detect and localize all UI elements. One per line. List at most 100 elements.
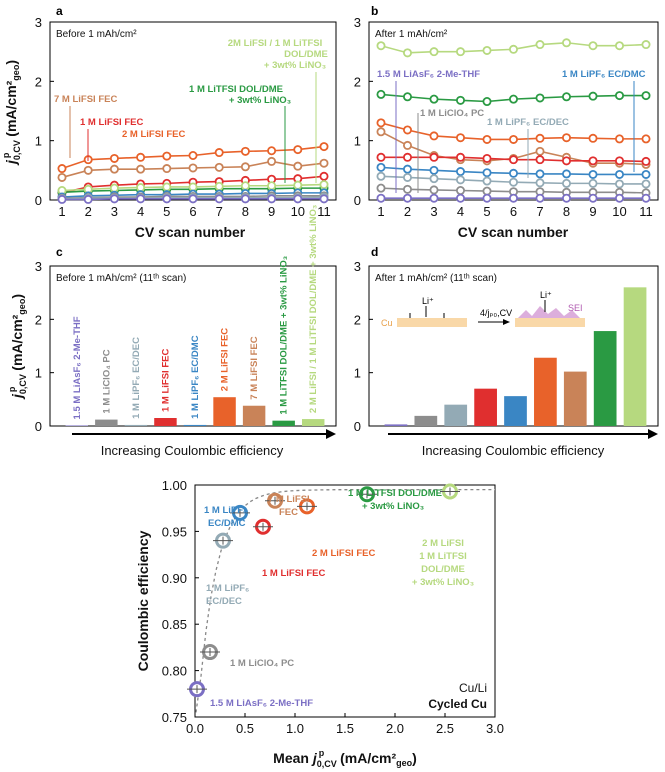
ylabel-unit-sq: ² — [3, 80, 19, 85]
pb-series-point — [429, 193, 439, 203]
pb-series-point — [402, 140, 412, 150]
pd-ytick-label: 1 — [354, 366, 361, 381]
pa-series-point — [83, 165, 93, 175]
ylabel-j: j — [3, 159, 19, 166]
pc-bar — [183, 424, 207, 426]
pb-series-point — [508, 134, 518, 144]
pb-series-point — [402, 164, 412, 174]
pb-series-point — [482, 168, 492, 178]
panel-e-points — [187, 483, 460, 698]
pc-bar — [95, 419, 118, 426]
pc-bar — [154, 418, 177, 426]
pb-series-point — [429, 131, 439, 141]
pd-ytick-label: 3 — [354, 259, 361, 274]
c-ylabel-geo: geo — [17, 298, 27, 315]
pa-series-point — [240, 181, 250, 191]
pc-category-label: 1 M LiPF₆ EC/DMC — [190, 335, 201, 419]
pe-xtick-label: 0.0 — [186, 721, 204, 736]
pa-series-point — [83, 194, 93, 204]
pc-category-label: 1.5 M LiAsF₆ 2-Me-THF — [72, 316, 83, 419]
pd-bar — [593, 331, 617, 426]
pa-series-point — [57, 172, 67, 182]
pe-ytick-label: 1.00 — [162, 478, 187, 493]
schematic-process-arrowhead — [503, 319, 510, 325]
pb-series-point — [429, 185, 439, 195]
label-lipf6-dec-2: EC/DEC — [206, 596, 242, 607]
pb-series-point — [376, 41, 386, 51]
pb-series-point — [376, 127, 386, 137]
pa-series-point — [319, 142, 329, 152]
pb-xtick-label: 9 — [589, 204, 596, 219]
pb-xtick-label: 1 — [377, 204, 384, 219]
annot-lias: 1.5 M LiAsF₆ 2-Me-THF — [377, 69, 480, 80]
pb-series-point — [376, 118, 386, 128]
pd-bar — [414, 415, 438, 426]
pa-xtick-label: 2 — [85, 204, 92, 219]
panel-d-inset-label: After 1 mAh/cm² (11ᵗʰ scan) — [375, 273, 497, 284]
panel-d-arrowhead — [648, 429, 658, 439]
pb-series-point — [482, 97, 492, 107]
pb-series-point — [508, 193, 518, 203]
pc-bar — [213, 397, 236, 426]
pe-ytick-label: 0.80 — [162, 664, 187, 679]
panel-c: c Before 1 mAh/cm² (11ᵗʰ scan) 0 1 2 3 1.5 … — [7, 205, 337, 458]
e-xlabel-j: j — [311, 750, 318, 766]
pb-series-point — [376, 89, 386, 99]
pe-xtick-label: 0.5 — [236, 721, 254, 736]
pb-series-point — [535, 93, 545, 103]
pa-series-point — [214, 194, 224, 204]
pb-series-point — [402, 172, 412, 182]
ylabel-unit-geo: geo — [11, 64, 21, 81]
c-ylabel-unit: (mA/cm — [9, 319, 25, 374]
schematic-sei-label: SEI — [568, 303, 583, 313]
pa-xtick-label: 5 — [163, 204, 170, 219]
deposition-schematic: Cu Li⁺ 4/jₚ₀,CV Li⁺ SEI — [381, 290, 585, 328]
panel-a-lines — [57, 142, 329, 204]
pb-series-point — [429, 165, 439, 175]
panel-a-xlabel: CV scan number — [135, 224, 246, 240]
pb-series-point — [615, 91, 625, 101]
pa-xtick-label: 6 — [189, 204, 196, 219]
pb-ytick-label: 3 — [354, 15, 361, 30]
pb-ytick-label: 0 — [354, 193, 361, 208]
ylabel-unit: (mA/cm — [3, 85, 19, 140]
pc-category-label: 1 M LiClO₄ PC — [101, 349, 112, 413]
pe-ytick-label: 0.90 — [162, 571, 187, 586]
pc-ytick-label: 3 — [35, 259, 42, 274]
pb-series-point — [455, 175, 465, 185]
pb-ytick-label: 2 — [354, 74, 361, 89]
annot-7m-lifsi: 7 M LiFSI FEC — [54, 94, 117, 105]
pb-series-point — [402, 193, 412, 203]
pb-series-point — [535, 193, 545, 203]
pb-series-point — [455, 133, 465, 143]
c-ylabel-sup: p — [7, 386, 17, 392]
pa-series-point — [267, 146, 277, 156]
pa-series-point — [319, 180, 329, 190]
schematic-arrow-label: 4/jₚ₀,CV — [480, 308, 512, 318]
pb-xtick-label: 5 — [483, 204, 490, 219]
pd-bar — [474, 388, 497, 426]
pa-xtick-label: 11 — [317, 204, 331, 219]
pb-series-point — [562, 133, 572, 143]
label-lipf6-dmc-1: 1 M LiPF₆ — [204, 505, 247, 516]
annot-litfsi-line2: + 3wt% LiNO₃ — [229, 95, 291, 106]
annot-mix-line1: 2M LiFSI / 1 M LiTFSI — [228, 38, 322, 49]
pb-series-point — [615, 134, 625, 144]
label-litfsi-1: 1 M LiTFSI DOL/DME — [348, 488, 442, 499]
schematic-sei-layer — [518, 306, 580, 318]
pb-series-point — [535, 169, 545, 179]
pb-series-point — [535, 178, 545, 188]
pa-series-point — [136, 183, 146, 193]
label-lipf6-dec-1: 1 M LiPF₆ — [206, 583, 249, 594]
pe-xtick-label: 3.0 — [486, 721, 504, 736]
pb-series-point — [455, 186, 465, 196]
pb-series-point — [376, 162, 386, 172]
pb-series-point — [482, 186, 492, 196]
pa-series-point — [293, 194, 303, 204]
pa-series-point — [267, 194, 277, 204]
panel-b-inset-label: After 1 mAh/cm² — [375, 29, 448, 40]
pb-series-point — [508, 94, 518, 104]
pa-series-point — [57, 194, 67, 204]
panel-d-label: d — [371, 245, 378, 259]
annot-lipf6-dmc: 1 M LiPF₆ EC/DMC — [562, 69, 646, 80]
